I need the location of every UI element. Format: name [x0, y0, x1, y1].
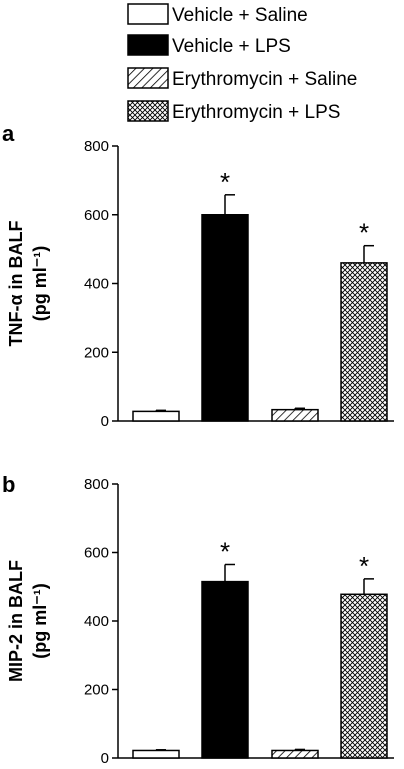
y-tick-label: 200: [84, 682, 109, 699]
panel-letter: a: [2, 121, 15, 146]
y-tick-label: 600: [84, 207, 109, 224]
legend: Vehicle + Saline Vehicle + LPS Erythromy…: [127, 3, 357, 123]
significance-marker-vehicle-lps: *: [220, 167, 230, 197]
y-axis-label: MIP-2 in BALF: [6, 560, 26, 682]
bar-erythromycin-saline: [271, 408, 319, 422]
y-tick-label: 400: [84, 276, 109, 293]
legend-label-erythromycin-lps: Erythromycin + LPS: [172, 102, 340, 123]
bar-vehicle-saline: [132, 749, 180, 759]
panel-letter: b: [2, 472, 15, 497]
legend-label-vehicle-lps: Vehicle + LPS: [172, 36, 291, 57]
legend-label-vehicle-saline: Vehicle + Saline: [172, 5, 308, 26]
y-tick-label: 0: [101, 750, 109, 767]
y-tick-label: 400: [84, 613, 109, 630]
significance-marker-erythromycin-lps: *: [359, 218, 369, 248]
y-tick-label: 600: [84, 545, 109, 562]
bar-vehicle-lps: [201, 580, 249, 759]
legend-swatch-vehicle-saline: [127, 3, 169, 25]
legend-swatch-erythromycin-saline: [127, 67, 169, 89]
significance-marker-vehicle-lps: *: [220, 536, 230, 566]
legend-entry: Vehicle + LPS: [127, 34, 291, 57]
panel-a-tnf-alpha: a 0 200 400 600 800 TNF-α in BALF (pg ml⁻¹) * *: [2, 121, 394, 430]
panel-b-mip2: b 0 200 400 600 800 MIP-2 in BALF (pg ml⁻¹) * *: [2, 472, 394, 767]
y-axis-unit-label: (pg ml⁻¹): [30, 583, 50, 658]
y-axis-label: TNF-α in BALF: [6, 220, 26, 346]
legend-entry: Vehicle + Saline: [127, 3, 308, 26]
legend-swatch-erythromycin-lps: [127, 100, 169, 122]
legend-entry: Erythromycin + LPS: [127, 100, 340, 123]
y-tick-label: 800: [84, 138, 109, 155]
significance-marker-erythromycin-lps: *: [359, 551, 369, 581]
legend-entry: Erythromycin + Saline: [127, 67, 357, 90]
legend-label-erythromycin-saline: Erythromycin + Saline: [172, 69, 357, 90]
y-axis-unit-label: (pg ml⁻¹): [30, 246, 50, 321]
y-tick-label: 800: [84, 476, 109, 493]
bar-erythromycin-lps: [340, 593, 388, 759]
bar-vehicle-lps: [201, 214, 249, 422]
bar-erythromycin-lps: [340, 262, 388, 422]
bar-erythromycin-saline: [271, 749, 319, 759]
legend-swatch-vehicle-lps: [127, 34, 169, 56]
y-tick-label: 0: [101, 413, 109, 430]
bar-vehicle-saline: [132, 410, 180, 422]
y-tick-label: 200: [84, 344, 109, 361]
